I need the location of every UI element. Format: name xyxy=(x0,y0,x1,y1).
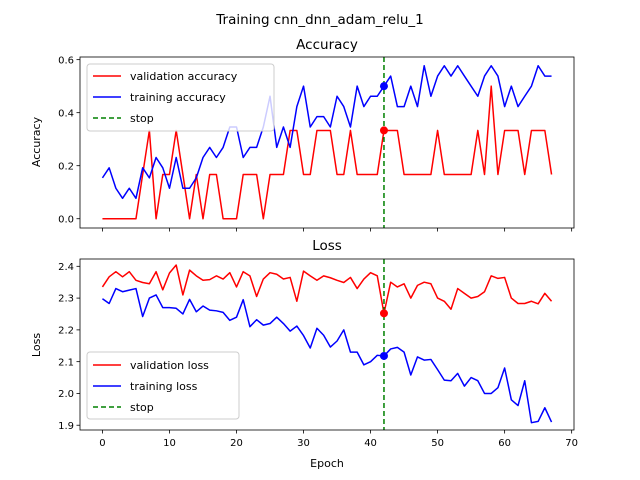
loss-ytick-label: 2.3 xyxy=(58,294,74,305)
accuracy-title: Accuracy xyxy=(296,37,358,53)
accuracy-marker-training-accuracy xyxy=(379,82,388,91)
accuracy-ytick-label: 0.4 xyxy=(58,108,74,119)
accuracy-subplot: Accuracy Accuracy 0.0 0.2 0.4 0.6 validatio… xyxy=(30,37,575,232)
accuracy-ylabel: Accuracy xyxy=(30,116,43,167)
legend-label-training-accuracy: training accuracy xyxy=(130,91,226,104)
loss-axes-frame xyxy=(79,258,575,431)
loss-ytick-label: 2.1 xyxy=(58,357,74,368)
legend-label-training-loss: training loss xyxy=(130,380,198,393)
legend-label-validation-loss: validation loss xyxy=(130,359,209,372)
loss-marker-validation-loss xyxy=(379,309,388,318)
loss-xtick-label: 40 xyxy=(364,438,377,449)
accuracy-axes-frame xyxy=(79,56,575,229)
accuracy-ytick-label: 0.2 xyxy=(58,161,74,172)
loss-xtick-label: 70 xyxy=(565,438,578,449)
accuracy-ytick-label: 0.6 xyxy=(58,55,74,66)
loss-xlabel: Epoch xyxy=(310,457,344,470)
loss-marker-training-loss xyxy=(379,351,388,360)
figure-title: Training cnn_dnn_adam_relu_1 xyxy=(215,12,424,28)
loss-ylabel: Loss xyxy=(30,333,43,357)
accuracy-series-training-accuracy xyxy=(101,65,552,200)
loss-series-validation-loss xyxy=(101,264,553,315)
accuracy-marker-validation-accuracy xyxy=(379,126,388,135)
loss-series-training-loss xyxy=(102,287,553,424)
loss-xtick-label: 50 xyxy=(431,438,444,449)
accuracy-legend: validation accuracy training accuracy st… xyxy=(86,63,275,132)
loss-ytick-label: 2.2 xyxy=(58,325,74,336)
loss-xtick-label: 60 xyxy=(498,438,511,449)
loss-ytick-label: 2.4 xyxy=(58,262,74,273)
loss-xtick-label: 10 xyxy=(163,438,176,449)
loss-legend: validation loss training loss stop xyxy=(86,351,240,420)
legend-label-stop: stop xyxy=(130,401,154,414)
loss-xtick-label: 30 xyxy=(297,438,310,449)
loss-subplot: Loss Loss Epoch 0 10 20 30 40 50 60 70 1.9 2.0 2.1… xyxy=(30,238,578,470)
loss-xtick-label: 20 xyxy=(230,438,243,449)
loss-ytick-label: 2.0 xyxy=(58,389,74,400)
loss-title: Loss xyxy=(312,238,342,254)
accuracy-series-validation-accuracy xyxy=(102,85,553,220)
loss-ytick-label: 1.9 xyxy=(58,421,74,432)
loss-xtick-label: 0 xyxy=(99,438,105,449)
accuracy-ytick-label: 0.0 xyxy=(58,214,74,225)
legend-label-validation-accuracy: validation accuracy xyxy=(130,70,238,83)
legend-label-stop: stop xyxy=(130,112,154,125)
